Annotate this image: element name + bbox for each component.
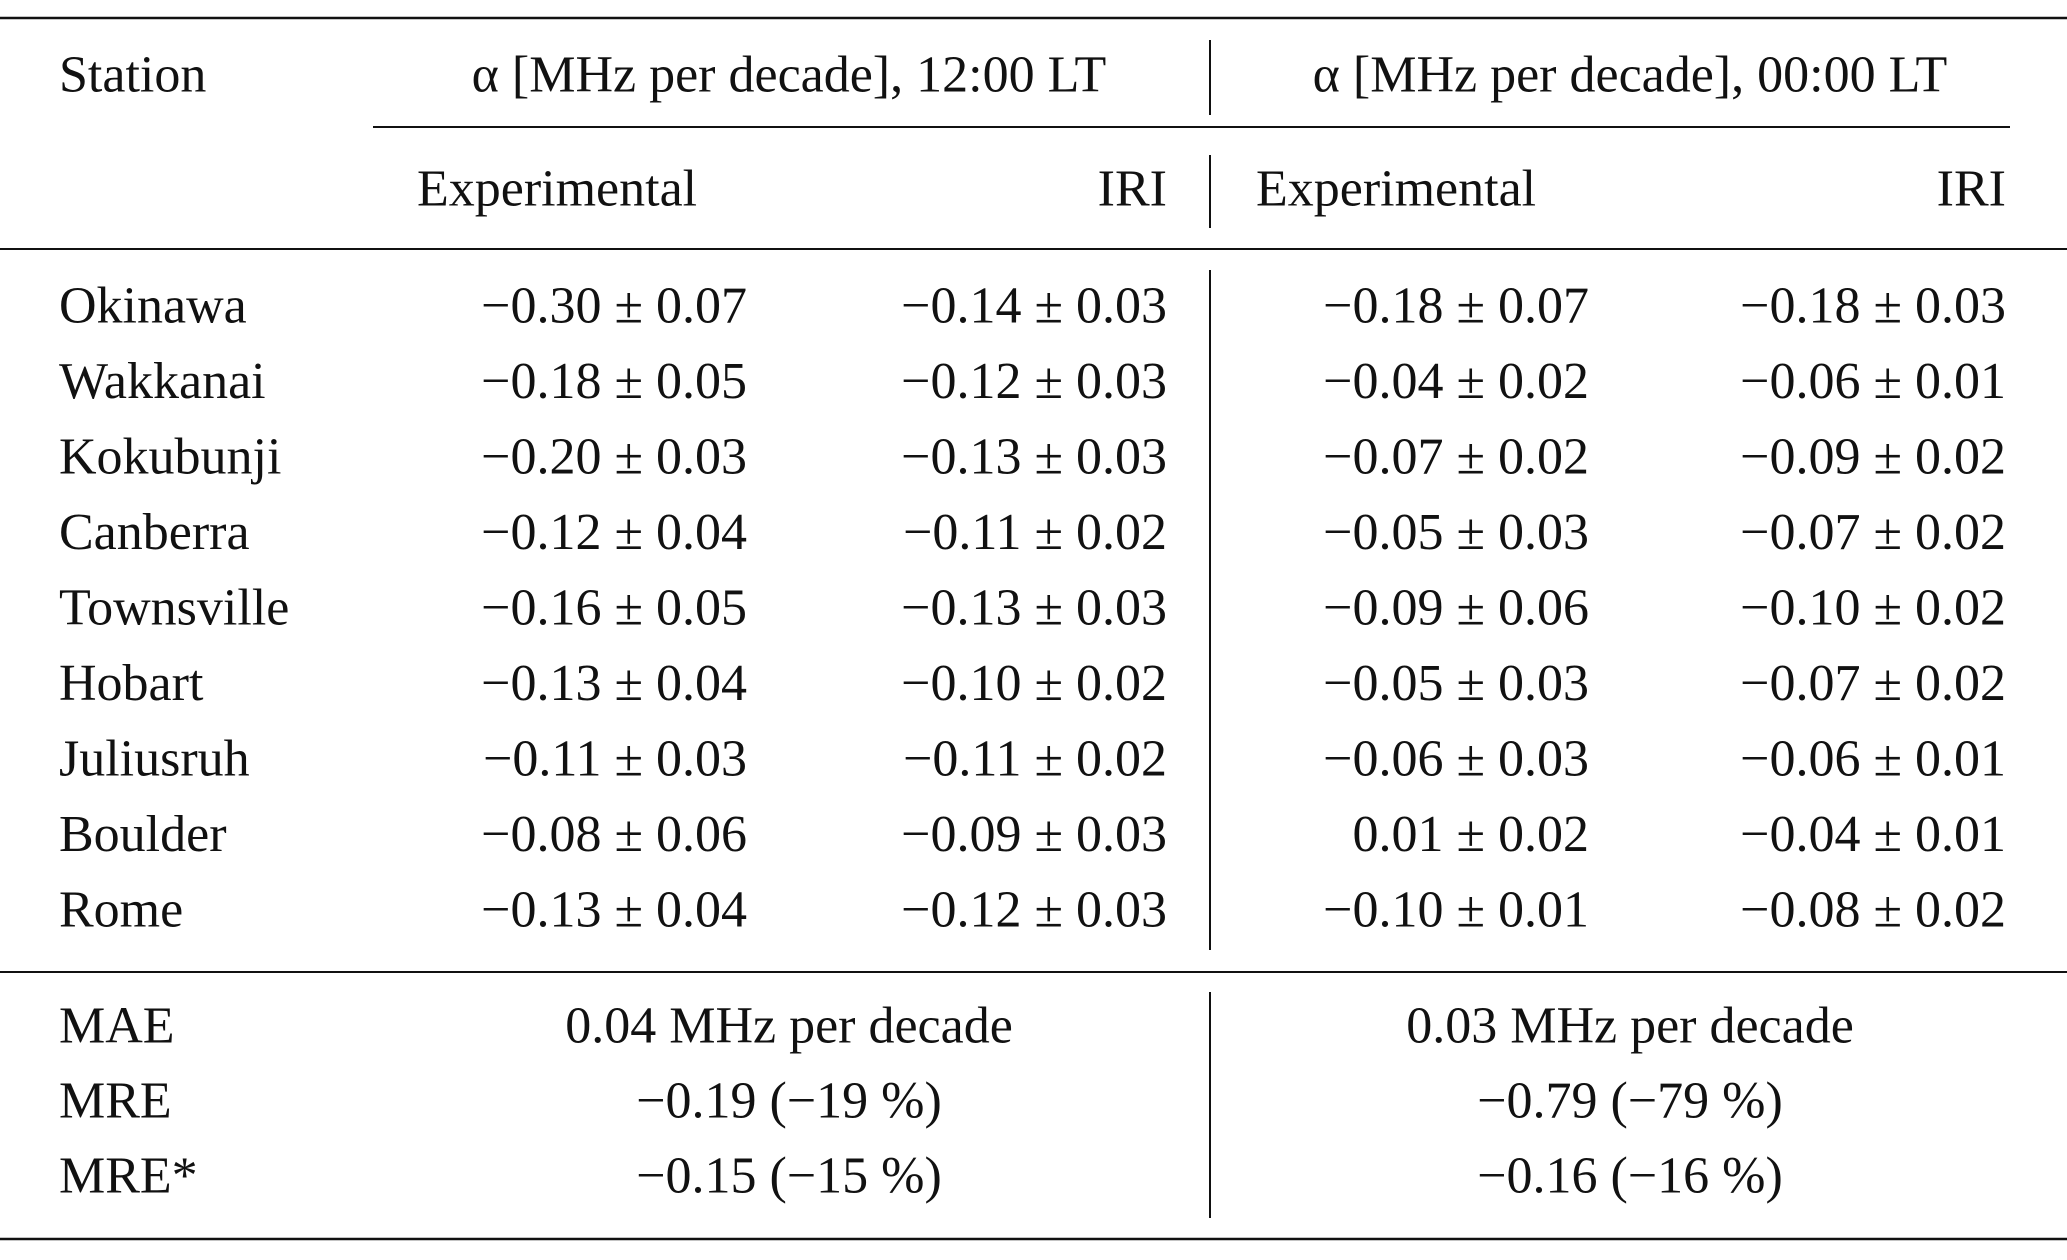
summary-value: −0.19 (−19 %) xyxy=(636,1073,942,1130)
header-station: Station xyxy=(59,47,206,104)
station-name: Townsville xyxy=(59,580,289,637)
header-sub: Experimental xyxy=(1256,161,1536,218)
station-name: Hobart xyxy=(59,655,204,712)
cell-value: −0.18 ± 0.05 xyxy=(481,353,747,410)
summary-label: MRE* xyxy=(59,1148,198,1205)
cell-value: −0.04 ± 0.02 xyxy=(1323,353,1589,410)
cell-value: −0.07 ± 0.02 xyxy=(1740,504,2006,561)
cell-value: −0.11 ± 0.02 xyxy=(903,504,1167,561)
cell-value: −0.09 ± 0.06 xyxy=(1323,580,1589,637)
cell-value: −0.14 ± 0.03 xyxy=(901,278,1167,335)
cell-value: −0.12 ± 0.04 xyxy=(481,504,747,561)
cell-value: −0.16 ± 0.05 xyxy=(481,580,747,637)
summary-value: −0.79 (−79 %) xyxy=(1477,1073,1783,1130)
cell-value: −0.08 ± 0.06 xyxy=(481,806,747,863)
cell-value: −0.08 ± 0.02 xyxy=(1740,882,2006,939)
cell-value: −0.12 ± 0.03 xyxy=(901,882,1167,939)
cell-value: −0.11 ± 0.03 xyxy=(483,731,747,788)
station-name: Juliusruh xyxy=(59,731,250,788)
cell-value: −0.04 ± 0.01 xyxy=(1740,806,2006,863)
header-sub: IRI xyxy=(1937,161,2006,218)
station-name: Rome xyxy=(59,882,183,939)
cell-value: −0.10 ± 0.02 xyxy=(1740,580,2006,637)
summary-label: MAE xyxy=(59,998,175,1055)
cell-value: −0.07 ± 0.02 xyxy=(1323,429,1589,486)
cell-value: −0.12 ± 0.03 xyxy=(901,353,1167,410)
cell-value: 0.01 ± 0.02 xyxy=(1352,806,1589,863)
cell-value: −0.07 ± 0.02 xyxy=(1740,655,2006,712)
cell-value: −0.11 ± 0.02 xyxy=(903,731,1167,788)
station-name: Okinawa xyxy=(59,278,247,335)
summary-value: 0.03 MHz per decade xyxy=(1406,998,1854,1055)
header-sub: IRI xyxy=(1098,161,1167,218)
cell-value: −0.18 ± 0.03 xyxy=(1740,278,2006,335)
cell-value: −0.06 ± 0.01 xyxy=(1740,731,2006,788)
cell-value: −0.20 ± 0.03 xyxy=(481,429,747,486)
cell-value: −0.30 ± 0.07 xyxy=(481,278,747,335)
summary-value: 0.04 MHz per decade xyxy=(565,998,1013,1055)
cell-value: −0.10 ± 0.01 xyxy=(1323,882,1589,939)
header-group: α [MHz per decade], 12:00 LT xyxy=(472,47,1107,104)
cell-value: −0.13 ± 0.04 xyxy=(481,655,747,712)
cell-value: −0.05 ± 0.03 xyxy=(1323,655,1589,712)
summary-value: −0.15 (−15 %) xyxy=(636,1148,942,1205)
station-name: Wakkanai xyxy=(59,353,266,410)
cell-value: −0.13 ± 0.04 xyxy=(481,882,747,939)
cell-value: −0.06 ± 0.03 xyxy=(1323,731,1589,788)
header-group: α [MHz per decade], 00:00 LT xyxy=(1313,47,1948,104)
cell-value: −0.05 ± 0.03 xyxy=(1323,504,1589,561)
cell-value: −0.18 ± 0.07 xyxy=(1323,278,1589,335)
cell-value: −0.10 ± 0.02 xyxy=(901,655,1167,712)
cell-value: −0.13 ± 0.03 xyxy=(901,580,1167,637)
station-name: Kokubunji xyxy=(59,429,281,486)
cell-value: −0.13 ± 0.03 xyxy=(901,429,1167,486)
station-name: Boulder xyxy=(59,806,227,863)
summary-value: −0.16 (−16 %) xyxy=(1477,1148,1783,1205)
cell-value: −0.06 ± 0.01 xyxy=(1740,353,2006,410)
header-sub: Experimental xyxy=(417,161,697,218)
station-name: Canberra xyxy=(59,504,250,561)
cell-value: −0.09 ± 0.03 xyxy=(901,806,1167,863)
cell-value: −0.09 ± 0.02 xyxy=(1740,429,2006,486)
summary-label: MRE xyxy=(59,1073,172,1130)
